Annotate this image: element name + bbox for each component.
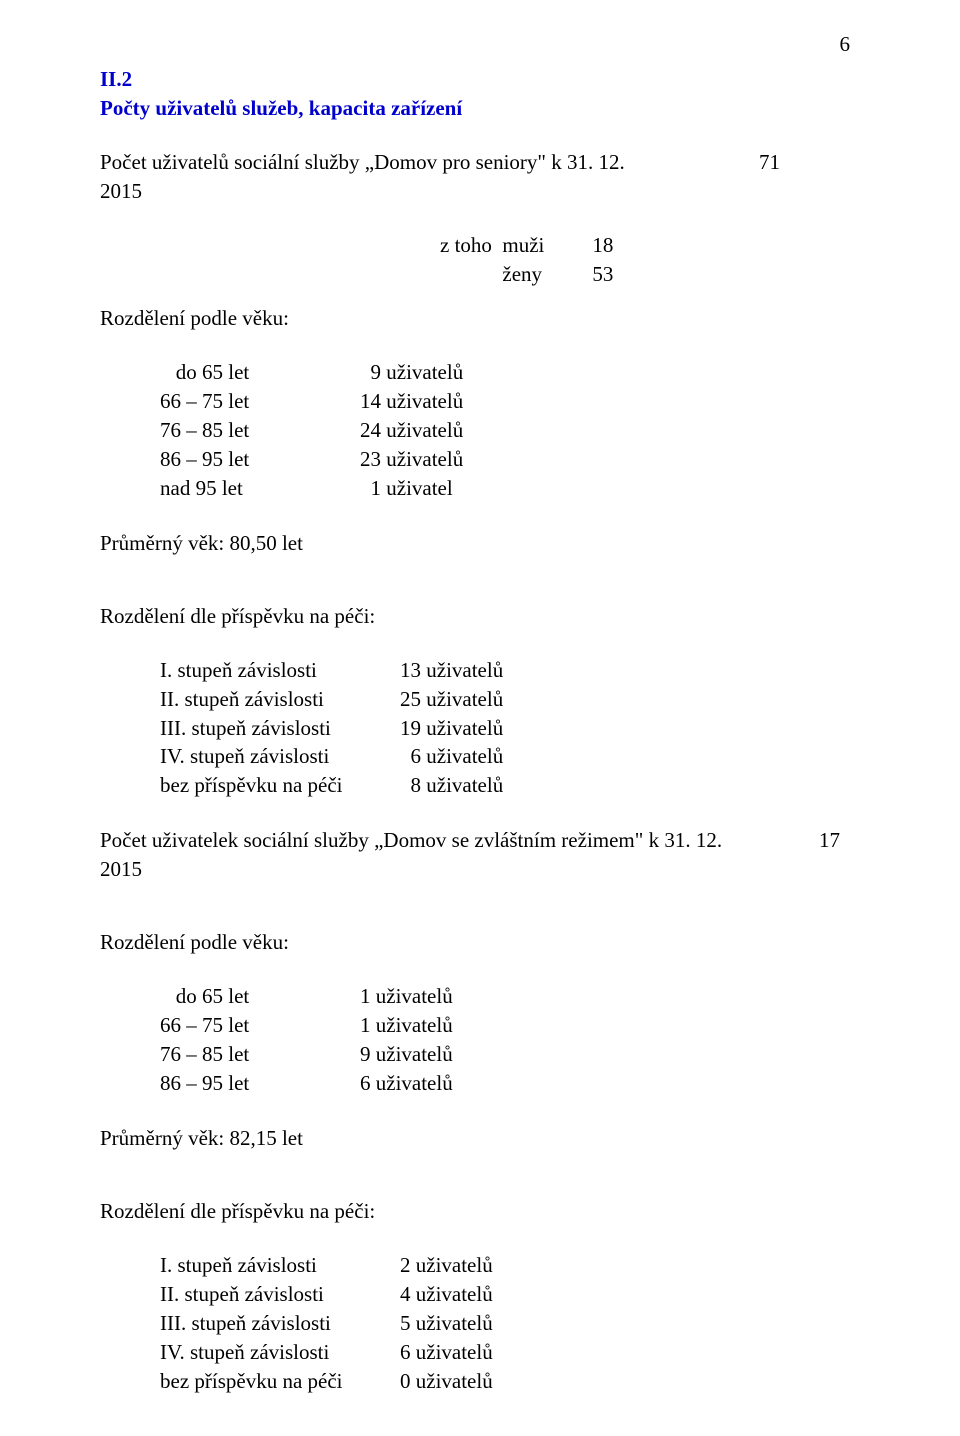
age-value: 24 uživatelů xyxy=(360,416,463,445)
gender-value-0: 18 xyxy=(592,231,613,260)
care-label: bez příspěvku na péči xyxy=(160,1367,400,1396)
table-row: 86 – 95 let 6 uživatelů xyxy=(160,1069,860,1098)
care-label: bez příspěvku na péči xyxy=(160,771,400,800)
care-value: 2 uživatelů xyxy=(400,1251,493,1280)
dps-care-heading: Rozdělení dle příspěvku na péči: xyxy=(100,602,860,631)
care-value: 8 uživatelů xyxy=(400,771,503,800)
dps-intro-value: 71 xyxy=(670,148,780,206)
table-row: bez příspěvku na péči 0 uživatelů xyxy=(160,1367,860,1396)
dzr-care-heading: Rozdělení dle příspěvku na péči: xyxy=(100,1197,860,1226)
age-value: 9 uživatelů xyxy=(360,1040,453,1069)
gender-value-1: 53 xyxy=(592,260,613,289)
age-label: nad 95 let xyxy=(160,474,360,503)
age-label: 66 – 75 let xyxy=(160,387,360,416)
table-row: 66 – 75 let 1 uživatelů xyxy=(160,1011,860,1040)
care-label: I. stupeň závislosti xyxy=(160,1251,400,1280)
table-row: nad 95 let 1 uživatel xyxy=(160,474,860,503)
care-value: 6 uživatelů xyxy=(400,1338,493,1367)
dzr-intro-line: Počet uživatelek sociální služby „Domov … xyxy=(100,826,860,884)
age-label: 76 – 85 let xyxy=(160,416,360,445)
care-value: 13 uživatelů xyxy=(400,656,503,685)
age-label: do 65 let xyxy=(160,358,360,387)
care-label: III. stupeň závislosti xyxy=(160,714,400,743)
care-label: III. stupeň závislosti xyxy=(160,1309,400,1338)
table-row: IV. stupeň závislosti 6 uživatelů xyxy=(160,742,860,771)
age-value: 23 uživatelů xyxy=(360,445,463,474)
table-row: IV. stupeň závislosti 6 uživatelů xyxy=(160,1338,860,1367)
table-row: do 65 let 1 uživatelů xyxy=(160,982,860,1011)
dps-care-rows: I. stupeň závislosti 13 uživatelů II. st… xyxy=(160,656,860,801)
age-value: 1 uživatel xyxy=(360,474,453,503)
age-label: 66 – 75 let xyxy=(160,1011,360,1040)
table-row: 76 – 85 let 9 uživatelů xyxy=(160,1040,860,1069)
dzr-intro-text: Počet uživatelek sociální služby „Domov … xyxy=(100,826,760,884)
table-row: II. stupeň závislosti 4 uživatelů xyxy=(160,1280,860,1309)
table-row: bez příspěvku na péči 8 uživatelů xyxy=(160,771,860,800)
table-row: 76 – 85 let 24 uživatelů xyxy=(160,416,860,445)
gender-prefix: z toho xyxy=(440,231,502,260)
care-label: IV. stupeň závislosti xyxy=(160,1338,400,1367)
section-title: Počty uživatelů služeb, kapacita zařízen… xyxy=(100,94,860,123)
care-label: I. stupeň závislosti xyxy=(160,656,400,685)
care-value: 5 uživatelů xyxy=(400,1309,493,1338)
table-row: I. stupeň závislosti 2 uživatelů xyxy=(160,1251,860,1280)
dps-avg-age: Průměrný věk: 80,50 let xyxy=(100,529,860,558)
gender-label-0: muži xyxy=(502,231,592,260)
section-code: II.2 xyxy=(100,65,860,94)
table-row: 86 – 95 let 23 uživatelů xyxy=(160,445,860,474)
care-value: 6 uživatelů xyxy=(400,742,503,771)
age-value: 6 uživatelů xyxy=(360,1069,453,1098)
care-label: IV. stupeň závislosti xyxy=(160,742,400,771)
dps-intro-text: Počet uživatelů sociální služby „Domov p… xyxy=(100,148,670,206)
gender-label-1: ženy xyxy=(502,260,592,289)
care-value: 0 uživatelů xyxy=(400,1367,493,1396)
care-value: 19 uživatelů xyxy=(400,714,503,743)
age-label: 86 – 95 let xyxy=(160,1069,360,1098)
care-value: 4 uživatelů xyxy=(400,1280,493,1309)
table-row: 66 – 75 let 14 uživatelů xyxy=(160,387,860,416)
table-row: II. stupeň závislosti 25 uživatelů xyxy=(160,685,860,714)
table-row: III. stupeň závislosti 5 uživatelů xyxy=(160,1309,860,1338)
dzr-age-heading: Rozdělení podle věku: xyxy=(100,928,860,957)
age-value: 14 uživatelů xyxy=(360,387,463,416)
age-value: 1 uživatelů xyxy=(360,982,453,1011)
table-row: do 65 let 9 uživatelů xyxy=(160,358,860,387)
care-label: II. stupeň závislosti xyxy=(160,685,400,714)
dzr-age-rows: do 65 let 1 uživatelů 66 – 75 let 1 uživ… xyxy=(160,982,860,1098)
dps-intro-line: Počet uživatelů sociální služby „Domov p… xyxy=(100,148,860,206)
care-value: 25 uživatelů xyxy=(400,685,503,714)
dps-gender-block: z toho muži 18 z toho ženy 53 xyxy=(440,231,860,289)
age-label: 86 – 95 let xyxy=(160,445,360,474)
table-row: I. stupeň závislosti 13 uživatelů xyxy=(160,656,860,685)
dps-age-heading: Rozdělení podle věku: xyxy=(100,304,860,333)
age-label: do 65 let xyxy=(160,982,360,1011)
page-number: 6 xyxy=(840,30,851,59)
care-label: II. stupeň závislosti xyxy=(160,1280,400,1309)
age-label: 76 – 85 let xyxy=(160,1040,360,1069)
dzr-avg-age: Průměrný věk: 82,15 let xyxy=(100,1124,860,1153)
table-row: III. stupeň závislosti 19 uživatelů xyxy=(160,714,860,743)
dzr-care-rows: I. stupeň závislosti 2 uživatelů II. stu… xyxy=(160,1251,860,1396)
dzr-intro-value: 17 xyxy=(760,826,840,884)
dps-age-rows: do 65 let 9 uživatelů 66 – 75 let 14 uži… xyxy=(160,358,860,503)
age-value: 9 uživatelů xyxy=(360,358,463,387)
age-value: 1 uživatelů xyxy=(360,1011,453,1040)
